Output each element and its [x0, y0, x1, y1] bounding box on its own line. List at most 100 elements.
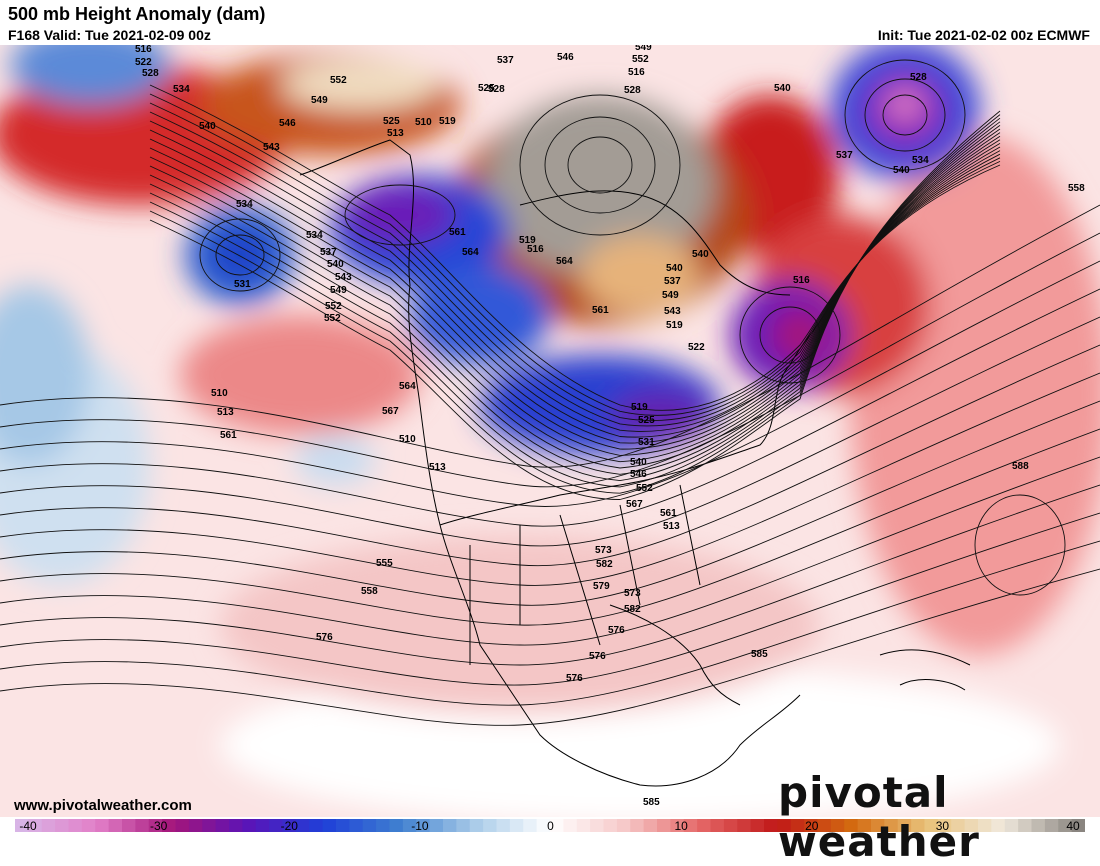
- contour-label: 534: [306, 230, 323, 241]
- contour-label: 582: [596, 559, 613, 570]
- contour-label: 552: [325, 301, 342, 312]
- contour-label: 561: [449, 227, 466, 238]
- colorbar-swatch: [563, 819, 578, 832]
- colorbar-swatch: [830, 819, 845, 832]
- contour-label: 510: [211, 388, 228, 399]
- colorbar-swatch: [857, 819, 872, 832]
- colorbar-swatch: [1058, 819, 1073, 832]
- contour-label: 564: [556, 256, 573, 267]
- height-contour: [0, 372, 1100, 586]
- colorbar-swatch: [590, 819, 605, 832]
- contour-label: 516: [527, 244, 544, 255]
- colorbar-swatch: [978, 819, 992, 832]
- contour-label: 552: [632, 54, 649, 65]
- colorbar-tick-label: 20: [805, 819, 819, 833]
- height-contour: [974, 494, 1066, 596]
- contour-label: 561: [220, 430, 237, 441]
- height-contour: [149, 84, 1001, 411]
- contour-label: 537: [320, 247, 337, 258]
- contour-label: 546: [557, 52, 574, 63]
- contour-label: 561: [660, 508, 677, 519]
- contour-label: 528: [142, 68, 159, 79]
- colorbar-swatch: [28, 819, 43, 832]
- contour-label: 537: [664, 276, 681, 287]
- contour-label: 537: [836, 150, 853, 161]
- colorbar-swatch: [523, 819, 538, 832]
- valid-time: F168 Valid: Tue 2021-02-09 00z: [8, 27, 211, 43]
- colorbar-swatch: [1044, 819, 1059, 832]
- height-contour: [0, 232, 1100, 488]
- height-contour: [864, 78, 946, 152]
- colorbar-swatch: [616, 819, 631, 832]
- colorbar-swatch: [1071, 819, 1085, 832]
- contour-label: 582: [624, 604, 641, 615]
- header-bar: 500 mb Height Anomaly (dam) F168 Valid: …: [0, 0, 1100, 45]
- contour-label: 516: [793, 275, 810, 286]
- height-contour: [0, 260, 1100, 507]
- height-contour: [567, 136, 633, 194]
- height-contour: [544, 116, 656, 214]
- colorbar-swatch: [951, 819, 966, 832]
- colorbar-swatch: [804, 819, 819, 832]
- contour-label: 540: [199, 121, 216, 132]
- contour-label: 519: [631, 402, 648, 413]
- colorbar-swatch: [443, 819, 457, 832]
- colorbar-swatch: [924, 819, 939, 832]
- contour-label: 561: [592, 305, 609, 316]
- colorbar-swatch: [15, 819, 29, 832]
- contour-label: 540: [893, 165, 910, 176]
- height-contour: [0, 204, 1100, 468]
- contour-label: 546: [279, 118, 296, 129]
- contour-label: 522: [135, 57, 152, 68]
- contour-label: 573: [595, 545, 612, 556]
- contour-label: 525: [638, 415, 655, 426]
- colorbar-swatch: [175, 819, 190, 832]
- colorbar-swatch: [1031, 819, 1046, 832]
- height-contour: [0, 456, 1100, 646]
- colorbar-swatch: [322, 819, 337, 832]
- colorbar-swatch: [884, 819, 899, 832]
- contour-label: 564: [399, 381, 416, 392]
- colorbar-tick-label: 0: [547, 819, 554, 833]
- colorbar-swatch: [336, 819, 350, 832]
- height-contour: [0, 568, 1100, 726]
- colorbar-swatch: [81, 819, 96, 832]
- colorbar-swatch: [469, 819, 484, 832]
- colorbar-swatch: [135, 819, 150, 832]
- contour-label: 567: [626, 499, 643, 510]
- contour-label: 573: [624, 588, 641, 599]
- colorbar-swatch: [188, 819, 203, 832]
- colorbar-swatch: [683, 819, 698, 832]
- contour-label: 513: [387, 128, 404, 139]
- colorbar-tick-label: -30: [149, 819, 168, 833]
- contour-label: 525: [383, 116, 400, 127]
- contour-label: 510: [415, 117, 432, 128]
- contour-label: 579: [593, 581, 610, 592]
- colorbar-swatch: [750, 819, 765, 832]
- colorbar-tick-label: 10: [674, 819, 688, 833]
- contour-label: 513: [663, 521, 680, 532]
- colorbar-swatch: [349, 819, 364, 832]
- colorbar-tick-label: -40: [19, 819, 37, 833]
- colorbar-swatch: [309, 819, 324, 832]
- colorbar-swatch: [162, 819, 177, 832]
- colorbar-swatch: [630, 819, 645, 832]
- website-url: www.pivotalweather.com: [14, 797, 192, 814]
- colorbar-swatch: [295, 819, 310, 832]
- colorbar-swatch: [483, 819, 498, 832]
- colorbar-swatch: [496, 819, 511, 832]
- colorbar-tick-label: 30: [935, 819, 950, 833]
- contour-label: 513: [217, 407, 234, 418]
- height-contour: [149, 110, 1001, 500]
- colorbar-tick-label: -20: [280, 819, 298, 833]
- colorbar-swatch: [429, 819, 444, 832]
- colorbar-swatch: [723, 819, 738, 832]
- height-contour: [0, 344, 1100, 567]
- colorbar-swatch: [202, 819, 217, 832]
- contour-label: 540: [630, 457, 647, 468]
- contour-label: 528: [624, 85, 641, 96]
- contour-label: 552: [330, 75, 347, 86]
- height-contour: [844, 59, 966, 171]
- colorbar-swatch: [1004, 819, 1019, 832]
- contour-label: 576: [589, 651, 606, 662]
